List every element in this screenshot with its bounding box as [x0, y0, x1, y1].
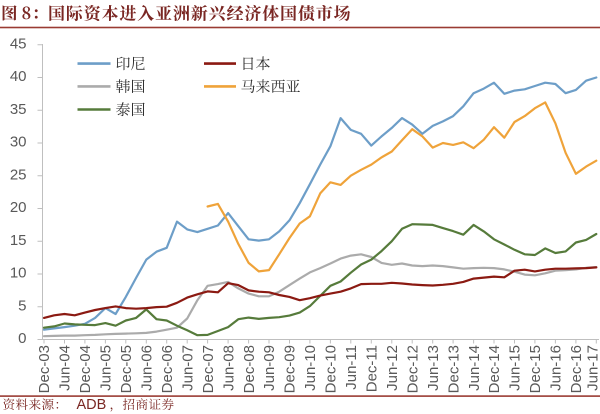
svg-text:30: 30: [10, 134, 27, 151]
svg-text:Jun-16: Jun-16: [548, 345, 565, 391]
svg-text:35: 35: [10, 101, 27, 118]
svg-text:Dec-08: Dec-08: [241, 345, 258, 393]
svg-text:Jun-15: Jun-15: [507, 345, 524, 391]
svg-text:Dec-10: Dec-10: [323, 345, 340, 393]
svg-text:Dec-15: Dec-15: [527, 345, 544, 393]
svg-text:Dec-16: Dec-16: [568, 345, 585, 393]
svg-text:Dec-12: Dec-12: [404, 345, 421, 393]
svg-text:Dec-09: Dec-09: [282, 345, 299, 393]
svg-text:Jun-09: Jun-09: [261, 345, 278, 391]
svg-text:Jun-04: Jun-04: [57, 345, 74, 391]
svg-text:Dec-14: Dec-14: [486, 345, 503, 393]
svg-text:Jun-05: Jun-05: [98, 345, 115, 391]
svg-text:ADB: ADB: [77, 397, 107, 413]
svg-text:Dec-06: Dec-06: [159, 345, 176, 393]
svg-text:40: 40: [10, 68, 27, 85]
svg-text:5: 5: [18, 297, 26, 314]
svg-text:20: 20: [10, 199, 27, 216]
svg-text:Dec-07: Dec-07: [200, 345, 217, 393]
svg-text:10: 10: [10, 265, 27, 282]
svg-text:Jun-10: Jun-10: [302, 345, 319, 391]
svg-text:Dec-04: Dec-04: [77, 345, 94, 393]
svg-text:0: 0: [18, 330, 26, 347]
svg-text:Jun-17: Jun-17: [585, 345, 600, 391]
svg-text:Jun-14: Jun-14: [466, 345, 483, 391]
svg-text:Jun-06: Jun-06: [139, 345, 156, 391]
svg-text:Dec-13: Dec-13: [445, 345, 462, 393]
svg-text:15: 15: [10, 232, 27, 249]
svg-text:Jun-12: Jun-12: [384, 345, 401, 391]
svg-text:45: 45: [10, 35, 27, 52]
svg-text:Jun-13: Jun-13: [425, 345, 442, 391]
svg-text:Jun-08: Jun-08: [220, 345, 237, 391]
svg-text:Dec-05: Dec-05: [118, 345, 135, 393]
svg-text:25: 25: [10, 166, 27, 183]
svg-text:Dec-03: Dec-03: [36, 345, 53, 393]
svg-text:Jun-11: Jun-11: [343, 345, 360, 390]
svg-text:Dec-11: Dec-11: [364, 345, 381, 392]
svg-text:Jun-07: Jun-07: [179, 345, 196, 391]
